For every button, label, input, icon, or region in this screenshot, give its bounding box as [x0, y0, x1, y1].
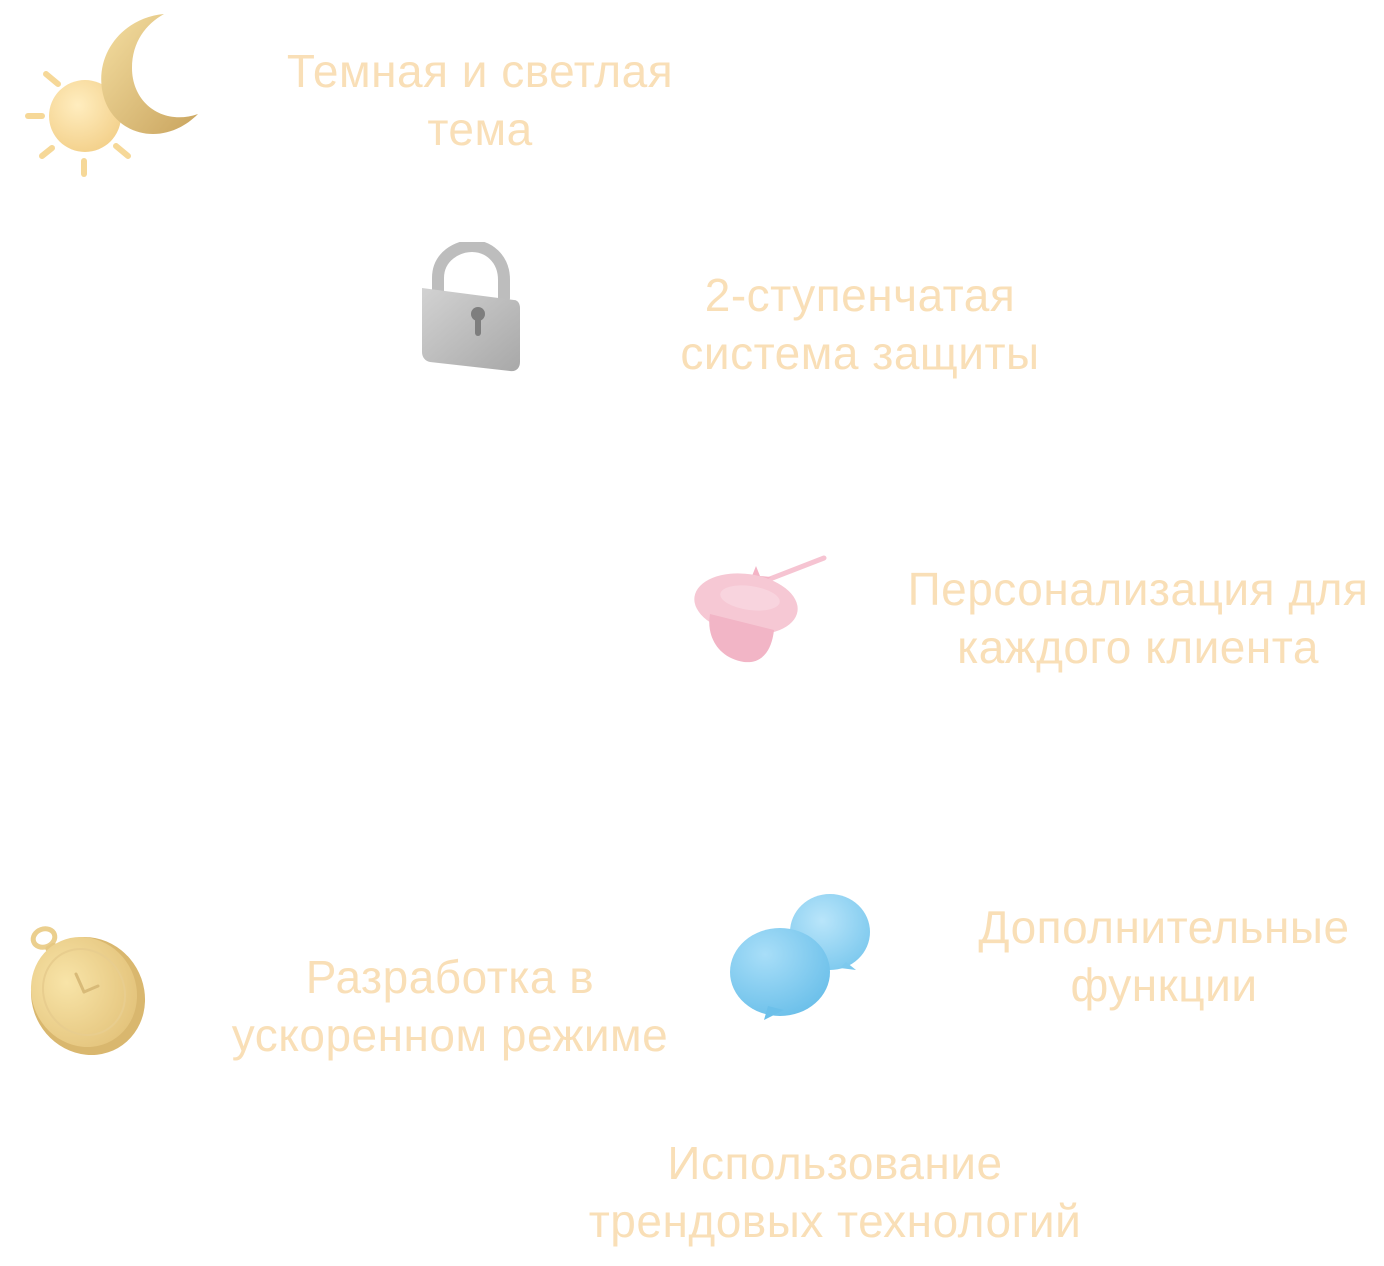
feature-speed-line-1: Разработка в	[305, 951, 595, 1003]
feature-speed-text: Разработка в ускоренном режиме	[200, 948, 700, 1064]
chat-bubbles-icon	[728, 892, 873, 1022]
feature-functions-line-1: Дополнительные	[978, 901, 1350, 953]
feature-security-line-2: система защиты	[680, 327, 1040, 379]
magic-hat-icon	[690, 552, 830, 667]
feature-theme-text: Темная и светлая тема	[270, 42, 690, 158]
feature-personalization-line-2: каждого клиента	[957, 621, 1319, 673]
sun-moon-icon	[24, 8, 204, 183]
feature-theme-line-1: Темная и светлая	[286, 45, 674, 97]
feature-functions-line-2: функции	[1070, 959, 1258, 1011]
feature-trends-line-2: трендовых технологий	[588, 1195, 1082, 1247]
feature-trends-line-1: Использование	[667, 1137, 1003, 1189]
feature-personalization-line-1: Персонализация для	[907, 563, 1369, 615]
feature-functions-text: Дополнительные функции	[956, 898, 1372, 1014]
feature-security-text: 2-ступенчатая система защиты	[650, 266, 1070, 382]
feature-theme-line-2: тема	[427, 103, 533, 155]
stopwatch-icon	[24, 924, 154, 1059]
lock-icon	[412, 242, 527, 377]
feature-security-line-1: 2-ступенчатая	[704, 269, 1016, 321]
feature-personalization-text: Персонализация для каждого клиента	[892, 560, 1384, 676]
feature-speed-line-2: ускоренном режиме	[231, 1009, 669, 1061]
feature-trends-text: Использование трендовых технологий	[550, 1134, 1120, 1250]
